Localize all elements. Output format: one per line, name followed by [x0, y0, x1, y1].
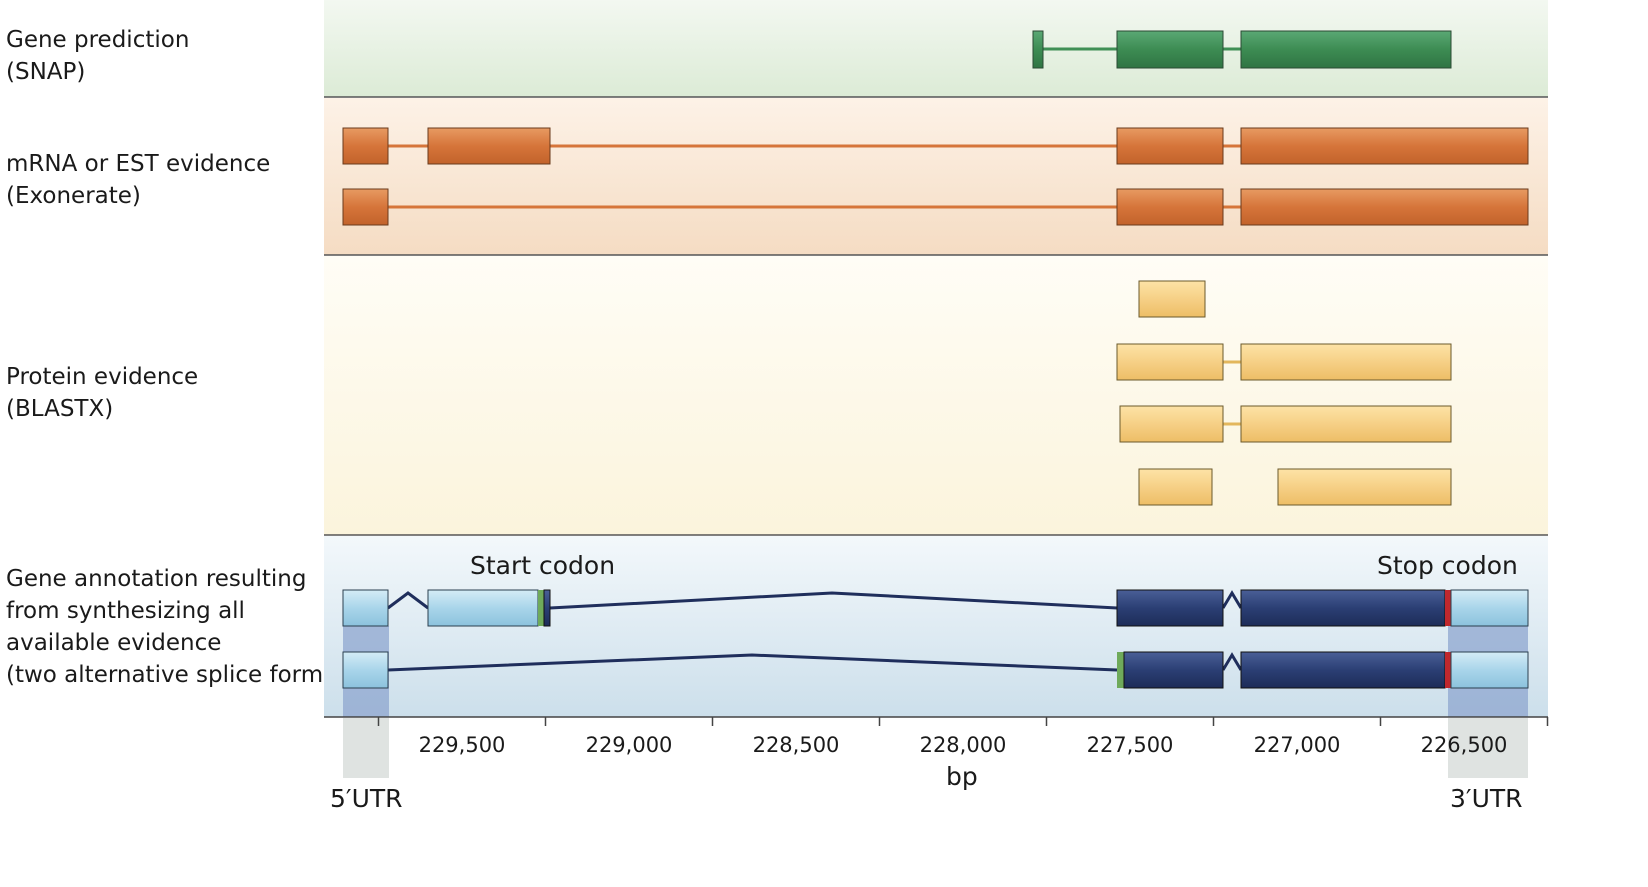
- utr-exon: [427, 589, 539, 627]
- stop-codon-label: Stop codon: [1377, 551, 1518, 580]
- intron-line: [387, 653, 1118, 672]
- exon: [1116, 343, 1224, 381]
- utr-exon: [1450, 589, 1529, 627]
- track-label-line: available evidence: [6, 630, 222, 656]
- axis-tick-labels: 229,500 229,000 228,500 228,000 227,500 227,0…: [419, 733, 1508, 757]
- exon: [1240, 188, 1529, 226]
- exonerate-alignment-2: [342, 188, 1529, 226]
- exon: [1138, 280, 1206, 318]
- blastx-hit-1: [1138, 280, 1206, 318]
- axis-tick-label: 228,500: [753, 733, 840, 757]
- axis-tick-label: 229,000: [586, 733, 673, 757]
- utr-exon: [342, 589, 389, 627]
- track-label-exonerate: mRNA or EST evidence (Exonerate): [6, 148, 270, 212]
- track-label-line: mRNA or EST evidence: [6, 151, 271, 177]
- utr3-axis-shading: [1448, 718, 1528, 778]
- cds-exon: [1240, 651, 1446, 689]
- stop-codon-mark: [1445, 652, 1451, 688]
- exon: [427, 127, 551, 165]
- cds-exon: [1116, 589, 1224, 627]
- track-label-line: (two alternative splice forms): [6, 662, 345, 688]
- track-bg-exonerate: [324, 98, 1548, 255]
- start-codon-mark: [538, 590, 544, 626]
- utr5-axis-shading: [343, 718, 389, 778]
- axis-tick-label: 227,000: [1254, 733, 1341, 757]
- intron-line: [1221, 590, 1243, 609]
- exon: [1119, 405, 1224, 443]
- track-label-line: Gene annotation resulting: [6, 566, 307, 592]
- blastx-hit-2: [1116, 343, 1452, 381]
- axis-tick-label: 229,500: [419, 733, 506, 757]
- exon: [1116, 127, 1224, 165]
- splice-form-1: [342, 589, 1529, 627]
- exon: [342, 188, 389, 226]
- splice-form-2: [342, 651, 1529, 689]
- axis-ticks: [377, 717, 1549, 726]
- exonerate-alignment-1: [342, 127, 1529, 165]
- intron-line: [1221, 652, 1243, 671]
- exon: [1240, 343, 1452, 381]
- exon: [1240, 127, 1529, 165]
- exon: [1116, 30, 1224, 69]
- cds-exon: [1123, 651, 1224, 689]
- axis-tick-label: 226,500: [1421, 733, 1508, 757]
- exon: [1277, 468, 1452, 506]
- exon: [1116, 188, 1224, 226]
- start-codon-mark: [1117, 652, 1124, 688]
- intron-line: [387, 591, 429, 610]
- track-label-line: Gene prediction: [6, 27, 190, 53]
- exon: [1032, 30, 1044, 69]
- utr-exon: [1450, 651, 1529, 689]
- stop-codon-mark: [1445, 590, 1451, 626]
- exon: [1240, 30, 1452, 69]
- utr3-label: 3′UTR: [1450, 784, 1523, 813]
- axis-unit-label: bp: [946, 762, 978, 791]
- axis-tick-label: 227,500: [1087, 733, 1174, 757]
- track-label-line: from synthesizing all: [6, 598, 245, 624]
- snap-gene-model: [1032, 30, 1452, 69]
- track-label-line: (BLASTX): [6, 396, 114, 422]
- cds-exon: [543, 589, 551, 627]
- blastx-hit-3: [1119, 405, 1452, 443]
- track-label-blastx: Protein evidence (BLASTX): [6, 361, 198, 425]
- exon: [1240, 405, 1452, 443]
- intron-line: [549, 591, 1118, 610]
- axis-tick-label: 228,000: [920, 733, 1007, 757]
- track-label-line: (SNAP): [6, 59, 86, 85]
- blastx-hit-4: [1138, 468, 1452, 506]
- exon: [1138, 468, 1213, 506]
- track-label-line: (Exonerate): [6, 183, 141, 209]
- exon: [342, 127, 389, 165]
- start-codon-label: Start codon: [470, 551, 616, 580]
- track-label-snap: Gene prediction (SNAP): [6, 24, 189, 88]
- utr5-label: 5′UTR: [330, 784, 403, 813]
- track-label-annotation: Gene annotation resulting from synthesiz…: [6, 563, 344, 691]
- cds-exon: [1240, 589, 1446, 627]
- track-label-line: Protein evidence: [6, 364, 199, 390]
- utr-exon: [342, 651, 389, 689]
